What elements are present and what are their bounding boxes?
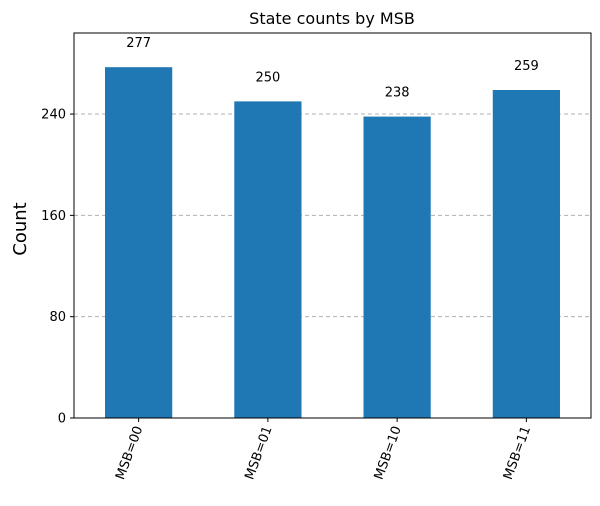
x-axis-ticks: MSB=00 MSB=01 MSB=10 MSB=11: [113, 418, 534, 482]
y-tick-label-80: 80: [49, 310, 66, 325]
bar-MSB=00: [105, 67, 173, 418]
x-tick-label-MSB=01: MSB=01: [242, 424, 275, 482]
x-tick-label-MSB=10: MSB=10: [372, 424, 405, 482]
bar-MSB=10: [363, 116, 431, 419]
x-tick-label-MSB=00: MSB=00: [113, 424, 146, 482]
data-labels: 277 250 238 259: [126, 36, 539, 100]
y-axis-ticks: 0 80 160 240: [41, 108, 74, 427]
y-tick-label-0: 0: [58, 412, 66, 427]
bars: [105, 67, 560, 419]
x-tick-label-MSB=11: MSB=11: [501, 424, 534, 482]
y-tick-label-240: 240: [41, 108, 66, 123]
data-label-MSB=00: 277: [126, 36, 151, 51]
data-label-MSB=10: 238: [385, 86, 410, 101]
y-tick-label-160: 160: [41, 209, 66, 224]
data-label-MSB=11: 259: [514, 59, 539, 74]
bar-MSB=11: [492, 89, 560, 418]
chart-title: State counts by MSB: [249, 9, 415, 28]
data-label-MSB=01: 250: [255, 70, 280, 85]
y-axis-label: Count: [10, 202, 31, 255]
plot-frame: [73, 32, 592, 419]
bar-MSB=01: [234, 101, 302, 419]
